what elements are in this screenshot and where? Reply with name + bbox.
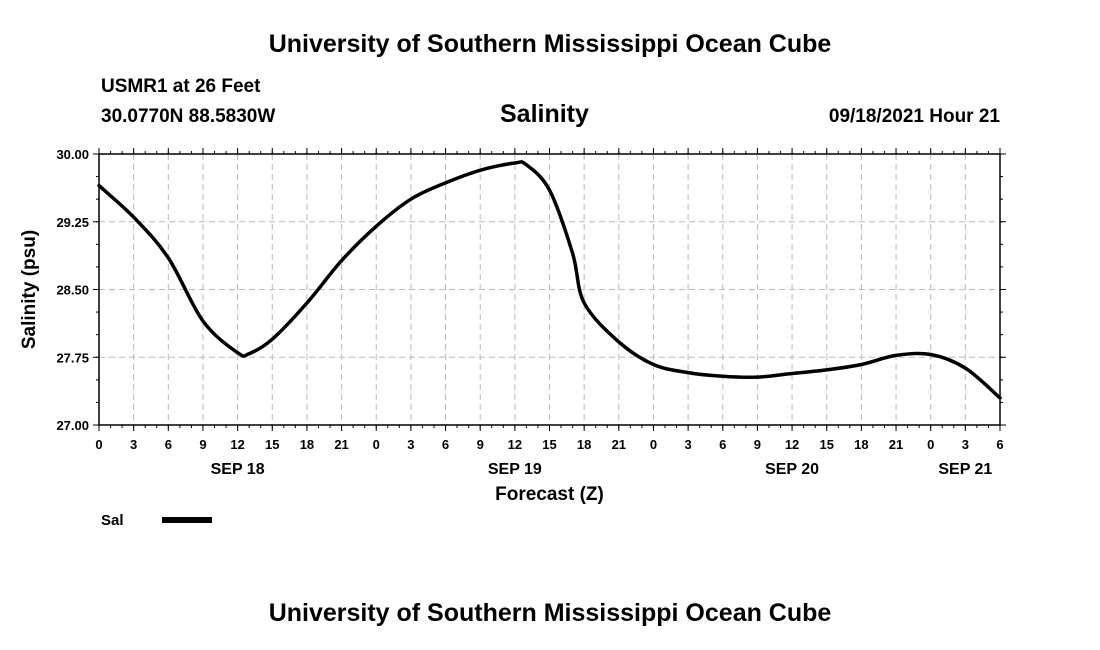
x-tick-label: 9 [754, 437, 761, 452]
x-tick-label: 0 [650, 437, 657, 452]
x-tick-label: 3 [684, 437, 691, 452]
y-tick-label: 30.00 [56, 147, 89, 162]
x-tick-label: 3 [407, 437, 414, 452]
bottom-title: University of Southern Mississippi Ocean… [268, 599, 832, 627]
x-tick-label: 18 [577, 437, 591, 452]
x-tick-label: 0 [95, 437, 102, 452]
x-tick-label: 9 [477, 437, 484, 452]
x-axis-title: Forecast (Z) [495, 484, 604, 505]
y-tick-label: 27.75 [56, 350, 89, 365]
legend-label: Sal [101, 512, 124, 529]
x-tick-label: 21 [334, 437, 348, 452]
x-tick-label: 6 [442, 437, 449, 452]
top-title: University of Southern Mississippi Ocean… [268, 30, 832, 58]
x-tick-label: 12 [785, 437, 799, 452]
x-tick-label: 21 [612, 437, 626, 452]
station-coordinates: 30.0770N 88.5830W [101, 106, 276, 127]
x-tick-label: 6 [165, 437, 172, 452]
x-tick-label: 21 [889, 437, 903, 452]
station-label: USMR1 at 26 Feet [101, 76, 261, 97]
y-tick-label: 28.50 [56, 283, 89, 298]
series-line-sal [97, 160, 1002, 400]
y-tick-label: 27.00 [56, 418, 89, 433]
date-label: SEP 21 [938, 461, 992, 478]
x-tick-label: 6 [996, 437, 1003, 452]
issue-time: 09/18/2021 Hour 21 [828, 106, 1000, 127]
x-tick-label: 0 [373, 437, 380, 452]
x-tick-label: 3 [962, 437, 969, 452]
x-tick-label: 0 [927, 437, 934, 452]
x-tick-label: 18 [854, 437, 868, 452]
x-tick-label: 12 [508, 437, 522, 452]
x-tick-label: 15 [542, 437, 556, 452]
parameter-title: Salinity [500, 100, 589, 128]
date-label: SEP 18 [211, 461, 265, 478]
x-tick-label: 18 [300, 437, 314, 452]
x-tick-label: 15 [819, 437, 833, 452]
x-tick-label: 9 [199, 437, 206, 452]
x-tick-label: 6 [719, 437, 726, 452]
y-tick-label: 29.25 [56, 215, 89, 230]
x-tick-label: 3 [130, 437, 137, 452]
x-tick-label: 12 [230, 437, 244, 452]
date-label: SEP 20 [765, 461, 819, 478]
date-label: SEP 19 [488, 461, 542, 478]
y-axis-title: Salinity (psu) [19, 230, 40, 349]
plot-frame [98, 153, 1001, 426]
x-tick-label: 15 [265, 437, 279, 452]
